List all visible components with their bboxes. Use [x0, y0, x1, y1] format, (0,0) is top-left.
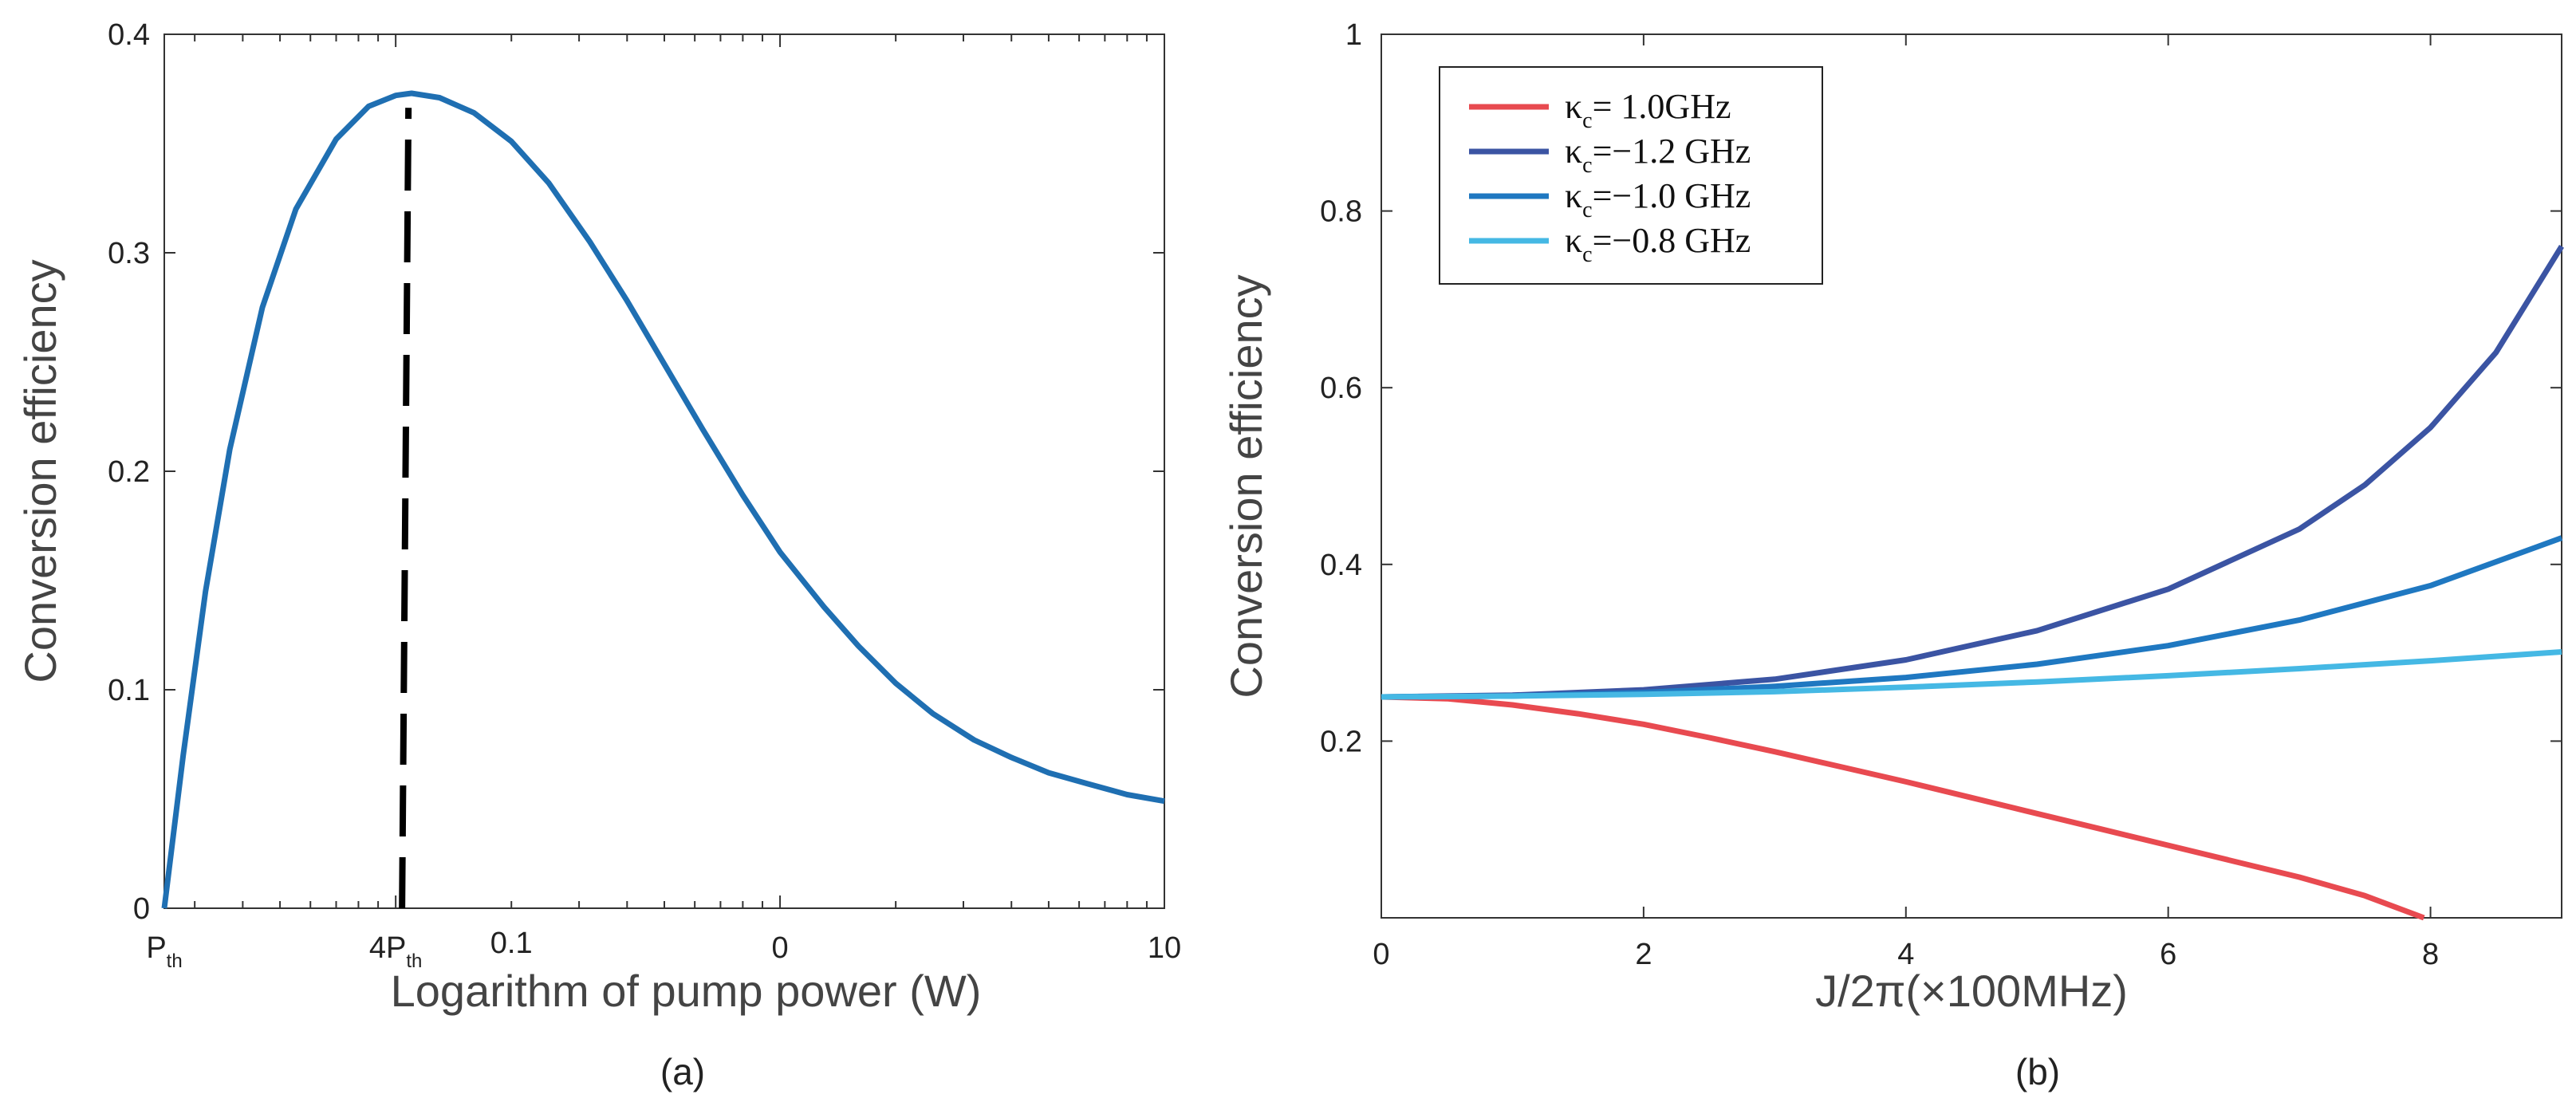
series-line-b-3	[1381, 649, 2562, 700]
caption-b: (b)	[2015, 1051, 2060, 1092]
series-line-b-0	[1381, 694, 2425, 921]
x-tick-label-b: 2	[1635, 938, 1652, 971]
plot-frame-b	[1381, 33, 2562, 919]
dashed-marker-line	[399, 108, 412, 909]
x-tick-label-b: 0	[1373, 938, 1389, 971]
plot-frame-a	[163, 33, 1165, 909]
y-axis-label-a: Conversion efficiency	[15, 259, 65, 683]
x-axis-label-b: J/2π(×100MHz)	[1815, 966, 2128, 1016]
x-tick-label-a: Pth	[146, 931, 182, 972]
caption-a: (a)	[660, 1051, 705, 1092]
x-tick-label-b: 8	[2422, 938, 2439, 971]
x-tick-label-b: 6	[2160, 938, 2176, 971]
legend-label: κc=−1.0 GHz	[1565, 176, 1751, 222]
legend-box	[1439, 66, 1823, 285]
y-tick-label-b: 0.2	[1320, 725, 1362, 758]
legend-label: κc=−0.8 GHz	[1565, 221, 1751, 267]
y-tick-label-a: 0.4	[108, 18, 150, 52]
x-axis-label-a: Logarithm of pump power (W)	[391, 966, 982, 1016]
y-tick-label-b: 0.6	[1320, 372, 1362, 405]
y-axis-label-b: Conversion efficiency	[1221, 274, 1271, 698]
series-line-b-2	[1381, 535, 2563, 700]
x-tick-label-b: 4	[1897, 938, 1914, 971]
y-tick-label-a: 0	[133, 892, 150, 926]
y-tick-label-a: 0.2	[108, 455, 150, 489]
series-line-b-1	[1381, 245, 2564, 700]
series-line-a	[161, 90, 1165, 909]
y-tick-label-b: 0.8	[1320, 195, 1362, 229]
y-tick-label-a: 0.1	[108, 674, 150, 707]
x-tick-label-a: 10	[1148, 931, 1181, 965]
x-tick-label-a: 0	[772, 931, 789, 965]
y-tick-label-b: 1	[1345, 18, 1362, 52]
x-tick-label-a: 0.1	[490, 927, 533, 960]
legend-label: κc= 1.0GHz	[1565, 87, 1731, 133]
y-tick-label-a: 0.3	[108, 237, 150, 270]
legend-label: κc=−1.2 GHz	[1565, 132, 1751, 178]
y-tick-label-b: 0.4	[1320, 549, 1362, 582]
